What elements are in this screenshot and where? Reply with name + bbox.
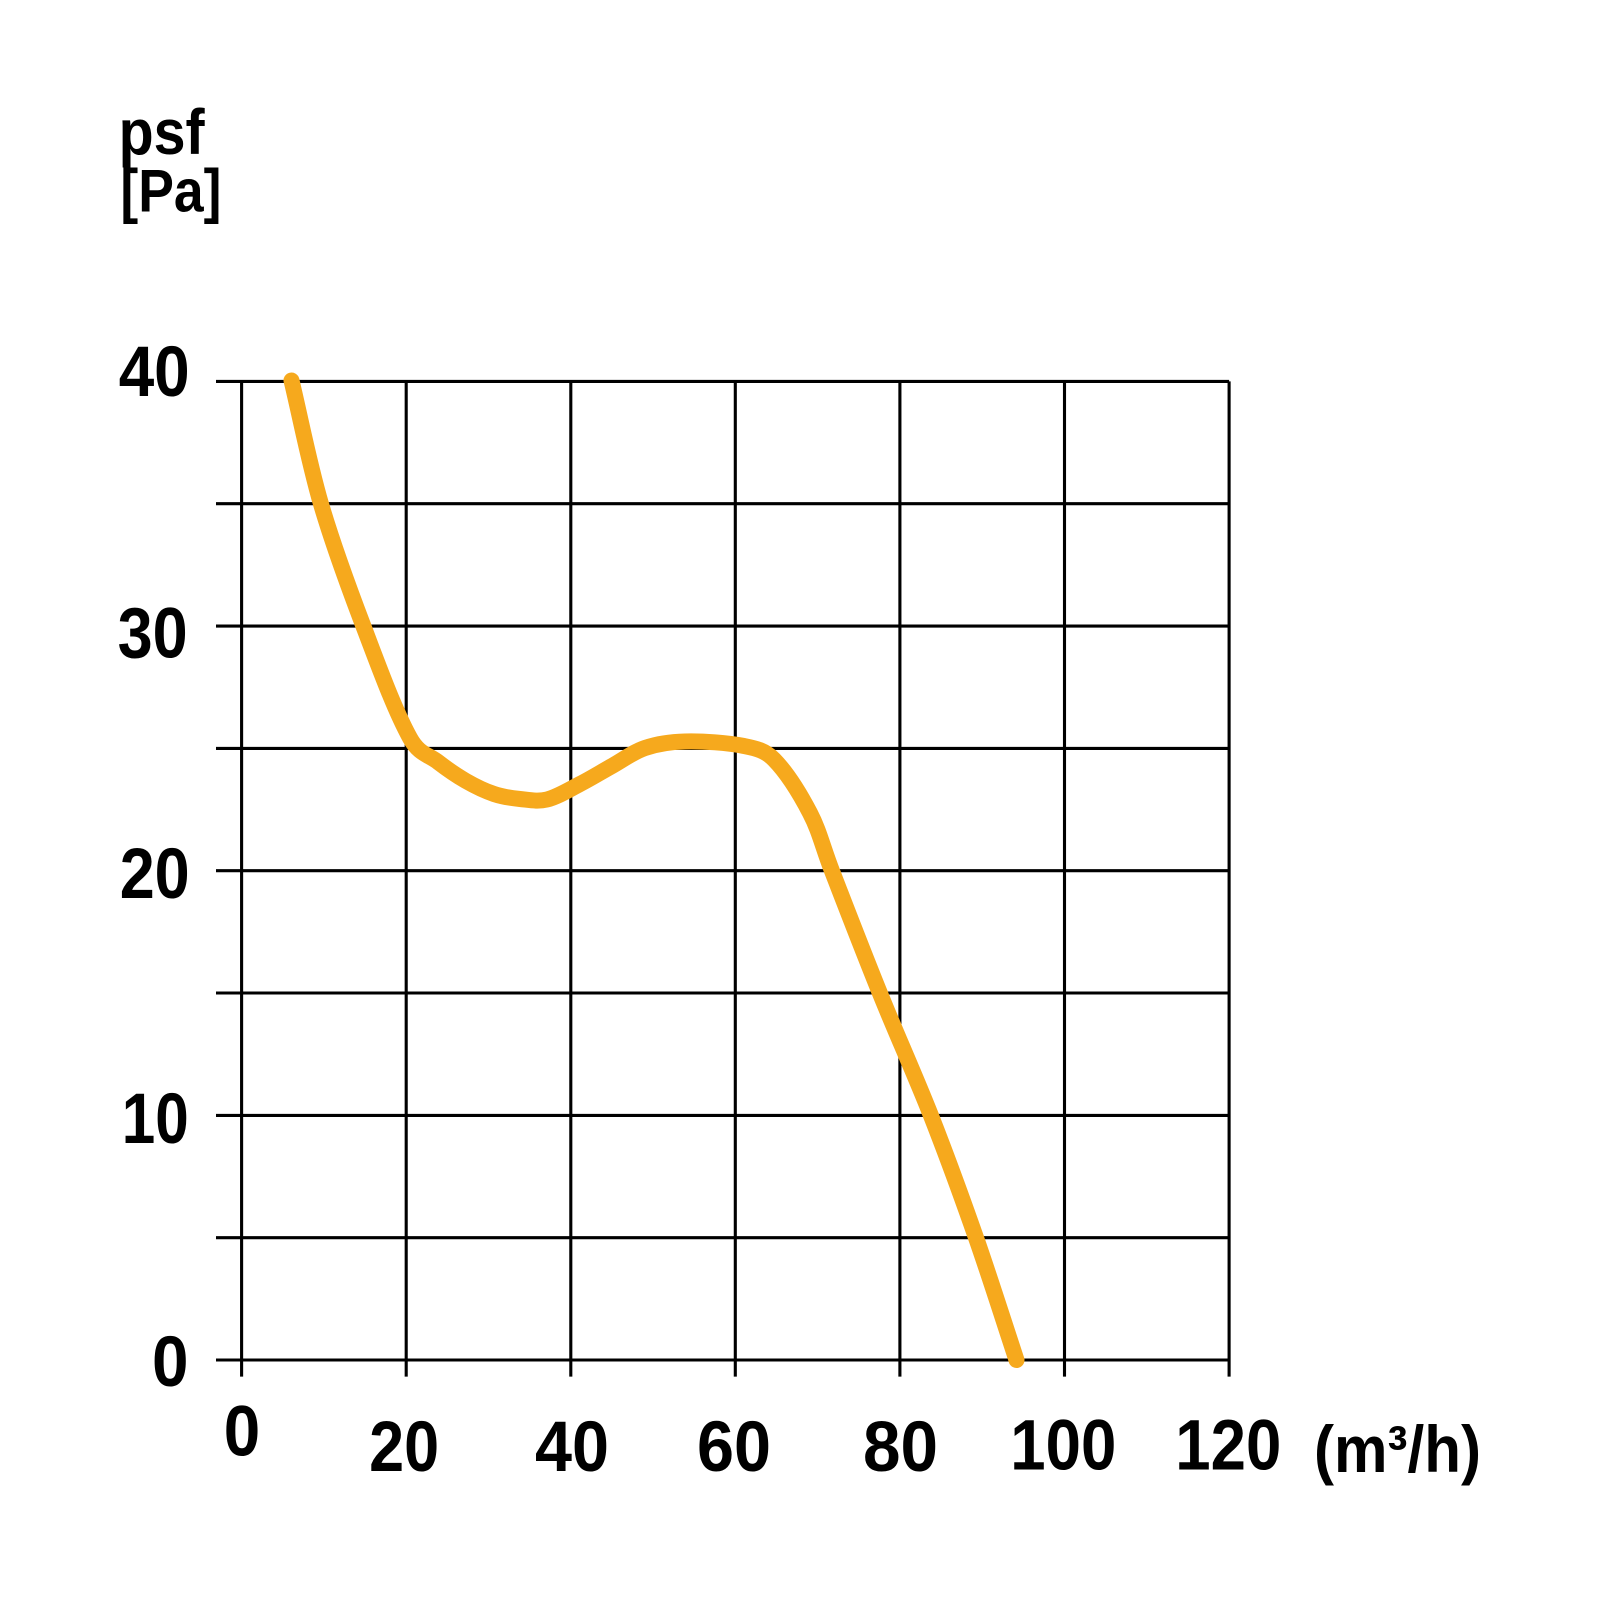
svg-text:psf: psf — [119, 96, 206, 168]
svg-text:120: 120 — [1175, 1407, 1281, 1486]
svg-text:0: 0 — [152, 1323, 189, 1402]
svg-text:20: 20 — [120, 835, 190, 914]
svg-text:100: 100 — [1010, 1407, 1116, 1486]
svg-text:10: 10 — [122, 1080, 189, 1159]
svg-text:40: 40 — [535, 1408, 609, 1487]
svg-text:30: 30 — [118, 595, 188, 674]
svg-text:0: 0 — [224, 1392, 260, 1471]
svg-text:40: 40 — [119, 333, 190, 412]
svg-text:[Pa]: [Pa] — [120, 158, 221, 225]
svg-text:60: 60 — [697, 1408, 771, 1487]
svg-text:80: 80 — [863, 1408, 938, 1487]
svg-text:(m³/h): (m³/h) — [1314, 1412, 1481, 1486]
svg-text:20: 20 — [369, 1408, 439, 1487]
